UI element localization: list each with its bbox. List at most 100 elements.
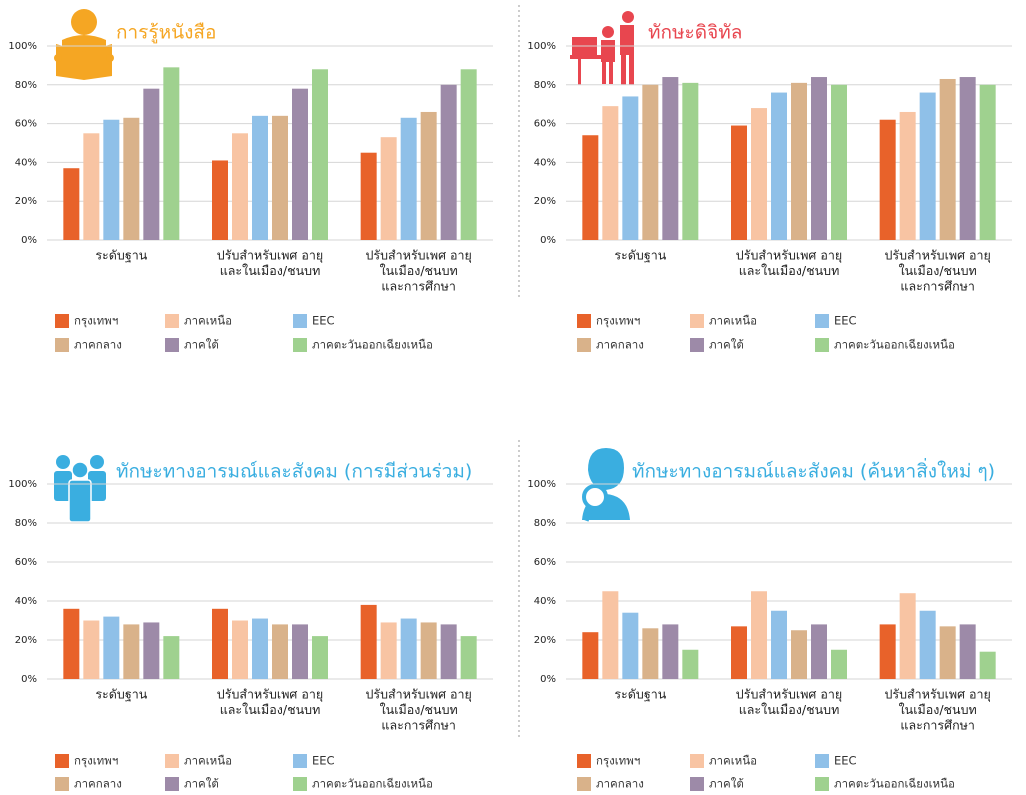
legend-label: EEC — [312, 754, 335, 768]
legend-label: กรุงเทพฯ — [74, 314, 118, 328]
legend-label: ภาคกลาง — [596, 338, 644, 352]
bar — [272, 115, 288, 240]
bar — [939, 78, 956, 240]
bar — [420, 111, 437, 241]
y-tick-label: 0% — [21, 235, 37, 246]
legend-swatch — [293, 338, 307, 352]
bar — [811, 624, 827, 679]
digital-icon — [570, 11, 634, 85]
y-tick-label: 40% — [15, 157, 37, 168]
x-tick-label: ในเมือง/ชนบท — [380, 702, 458, 717]
legend-label: EEC — [834, 754, 857, 768]
bar — [460, 636, 477, 679]
bar — [582, 135, 599, 240]
bar — [919, 610, 936, 679]
bar — [582, 632, 599, 679]
y-tick-label: 80% — [534, 80, 556, 91]
legend-label: ภาคกลาง — [74, 777, 122, 791]
legend-swatch — [293, 314, 307, 328]
chart-title: ทักษะดิจิทัล — [648, 22, 742, 44]
bar — [163, 636, 180, 679]
y-tick-label: 40% — [534, 596, 556, 607]
bar — [63, 608, 80, 679]
bar — [312, 69, 328, 240]
y-tick-label: 80% — [15, 518, 37, 529]
bar — [879, 119, 896, 240]
x-tick-label: และในเมือง/ชนบท — [220, 263, 321, 278]
legend-label: ภาคตะวันออกเฉียงเหนือ — [312, 777, 433, 791]
bar — [622, 612, 639, 679]
legend-label: EEC — [312, 314, 335, 328]
bar — [272, 624, 288, 679]
bar — [662, 77, 679, 240]
y-tick-label: 20% — [15, 196, 37, 207]
bar — [831, 649, 847, 679]
legend-swatch — [55, 754, 69, 768]
legend-label: ภาคกลาง — [596, 777, 644, 791]
legend-label: EEC — [834, 314, 857, 328]
y-tick-label: 0% — [21, 674, 37, 685]
bar — [252, 618, 268, 679]
legend-swatch — [55, 777, 69, 791]
x-tick-label: ปรับสำหรับเพศ อายุ — [365, 248, 471, 264]
y-tick-label: 100% — [8, 479, 37, 490]
bar — [103, 119, 120, 240]
legend-swatch — [815, 338, 829, 352]
legend-label: ภาคใต้ — [184, 777, 219, 791]
bar — [979, 651, 996, 679]
legend-label: กรุงเทพฯ — [596, 754, 640, 768]
bar — [682, 82, 699, 240]
legend-swatch — [815, 754, 829, 768]
bar — [252, 115, 268, 240]
bar — [642, 628, 659, 679]
chart-title: ทักษะทางอารมณ์และสังคม (ค้นหาสิ่งใหม่ ๆ) — [632, 458, 995, 483]
bar — [83, 620, 100, 679]
bar — [360, 604, 377, 679]
bar — [939, 626, 956, 679]
x-tick-label: ปรับสำหรับเพศ อายุ — [736, 687, 842, 703]
legend-swatch — [55, 338, 69, 352]
y-tick-label: 20% — [534, 635, 556, 646]
x-tick-label: ระดับฐาน — [614, 248, 666, 263]
bar — [103, 616, 120, 679]
legend-label: ภาคเหนือ — [184, 314, 232, 328]
legend-swatch — [165, 777, 179, 791]
legend-swatch — [293, 754, 307, 768]
bar — [460, 69, 477, 240]
bar — [212, 608, 228, 679]
legend-label: ภาคใต้ — [709, 338, 744, 352]
legend-label: ภาคเหนือ — [184, 754, 232, 768]
x-tick-label: ระดับฐาน — [95, 248, 147, 263]
bar — [602, 591, 619, 679]
legend-label: ภาคตะวันออกเฉียงเหนือ — [834, 338, 955, 352]
bar — [899, 593, 916, 679]
people-icon — [54, 455, 106, 523]
bar — [400, 117, 417, 240]
bar — [232, 620, 248, 679]
x-tick-label: และการศึกษา — [900, 718, 975, 733]
bar — [292, 624, 308, 679]
y-tick-label: 80% — [534, 518, 556, 529]
legend-swatch — [577, 314, 591, 328]
legend-swatch — [577, 777, 591, 791]
legend-label: ภาคใต้ — [184, 338, 219, 352]
bar — [212, 160, 228, 240]
legend-swatch — [815, 314, 829, 328]
legend-swatch — [690, 754, 704, 768]
x-tick-label: และในเมือง/ชนบท — [739, 702, 840, 717]
y-tick-label: 60% — [15, 557, 37, 568]
legend-swatch — [293, 777, 307, 791]
y-tick-label: 20% — [15, 635, 37, 646]
bar — [123, 624, 140, 679]
bar — [143, 88, 160, 241]
legend-label: ภาคตะวันออกเฉียงเหนือ — [312, 338, 433, 352]
y-tick-label: 0% — [540, 235, 556, 246]
bar — [440, 84, 457, 240]
bar — [360, 152, 377, 240]
x-tick-label: ในเมือง/ชนบท — [899, 702, 977, 717]
y-tick-label: 0% — [540, 674, 556, 685]
x-tick-label: ระดับฐาน — [95, 687, 147, 702]
x-tick-label: และการศึกษา — [900, 279, 975, 294]
y-tick-label: 40% — [534, 157, 556, 168]
bar — [662, 624, 679, 679]
